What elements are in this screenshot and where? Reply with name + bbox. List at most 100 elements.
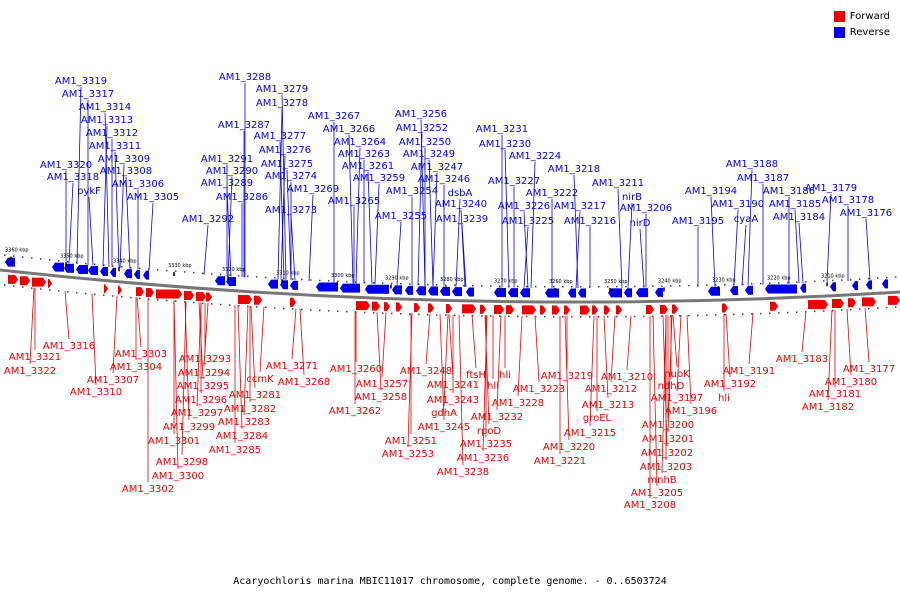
track-dot [238, 304, 240, 307]
track-dot [94, 293, 96, 296]
reverse-gene-arrow [134, 269, 140, 279]
reverse-gene-label: AM1_3286 [216, 192, 268, 203]
reverse-gene-arrow [405, 285, 413, 295]
reverse-gene-label: pykF [77, 186, 101, 197]
reverse-leader-line [76, 86, 82, 264]
map-caption: Acaryochloris marina MBIC11017 chromosom… [233, 576, 667, 587]
forward-leader-line [291, 308, 297, 360]
reverse-gene-label: dsbA [448, 188, 473, 199]
forward-gene-arrow [660, 304, 668, 314]
forward-leader-line [443, 314, 449, 407]
forward-gene-arrow [146, 288, 154, 297]
track-dot [454, 314, 456, 317]
reverse-gene-label: AM1_3312 [86, 128, 138, 139]
forward-gene-arrow [494, 304, 504, 314]
track-dot [166, 269, 168, 272]
track-dot [472, 284, 474, 287]
forward-gene-arrow [136, 287, 144, 297]
reverse-gene-label: AM1_3224 [509, 151, 561, 162]
forward-gene-label: AM1_3251 [385, 436, 437, 447]
reverse-gene-label: AM1_3277 [254, 131, 306, 142]
forward-gene-arrow [384, 302, 390, 312]
forward-gene-label: AM1_3248 [400, 366, 452, 377]
reverse-gene-arrow [52, 262, 64, 272]
reverse-gene-label: AM1_3227 [488, 176, 540, 187]
reverse-leader-line [148, 202, 154, 271]
track-dot [13, 285, 15, 287]
reverse-gene-arrow [365, 284, 389, 294]
reverse-gene-arrow [290, 280, 298, 290]
track-dot [274, 307, 276, 309]
legend-reverse-label: Reverse [849, 26, 890, 38]
track-dot [247, 275, 249, 278]
forward-gene-label: AM1_3215 [564, 428, 616, 439]
track-dot [94, 263, 96, 266]
forward-gene-arrow [564, 305, 570, 315]
reverse-gene-label: AM1_3217 [554, 201, 606, 212]
forward-gene-label: AM1_3212 [585, 384, 637, 395]
forward-gene-label: AM1_3281 [229, 390, 281, 401]
forward-leader-line [448, 314, 454, 379]
forward-gene-label: AM1_3262 [329, 406, 381, 417]
forward-leader-line [458, 314, 464, 466]
track-dot [193, 301, 195, 304]
forward-gene-label: AM1_3219 [541, 371, 593, 382]
reverse-gene-arrow [143, 270, 149, 280]
track-dot [580, 286, 582, 288]
forward-gene-label: AM1_3297 [171, 408, 223, 419]
reverse-leader-line [286, 169, 292, 281]
legend-forward: Forward [833, 8, 890, 24]
track-dot [616, 285, 618, 288]
forward-gene-label: AM1_3253 [382, 449, 434, 460]
track-dot [202, 272, 204, 275]
track-dot [292, 308, 294, 310]
reverse-gene-label: AM1_3230 [479, 139, 531, 150]
track-dot [832, 279, 834, 282]
track-dot [445, 284, 447, 286]
legend-forward-label: Forward [849, 10, 890, 22]
track-dot [760, 312, 762, 315]
reverse-gene-label: AM1_3267 [308, 111, 360, 122]
track-dot [895, 276, 897, 278]
reverse-gene-arrow [440, 286, 450, 296]
reverse-gene-arrow [428, 286, 438, 296]
reverse-gene-label: AM1_3292 [182, 214, 234, 225]
track-dot [598, 316, 600, 318]
reverse-gene-label: AM1_3231 [476, 124, 528, 135]
track-dot [616, 315, 618, 318]
reverse-leader-line [733, 209, 739, 286]
track-dot [670, 285, 672, 287]
forward-leader-line [64, 290, 70, 340]
reverse-leader-line [627, 202, 633, 288]
forward-leader-line [136, 297, 142, 348]
forward-gene-label: AM1_3307 [87, 375, 139, 386]
track-dot [598, 286, 600, 288]
track-dot [490, 285, 492, 287]
track-dot [67, 291, 69, 293]
reverse-gene-label: AM1_3226 [498, 201, 550, 212]
reverse-gene-label: AM1_3309 [98, 154, 150, 165]
forward-gene-label: AM1_3191 [723, 366, 775, 377]
forward-leader-line [173, 300, 179, 470]
forward-gene-label: AM1_3282 [224, 404, 276, 415]
scale-label: 3350 kbp [60, 253, 84, 259]
track-dot [157, 269, 159, 271]
reverse-gene-arrow [466, 287, 474, 297]
reverse-gene-arrow [655, 287, 663, 297]
track-dot [814, 280, 816, 283]
reverse-leader-line [227, 176, 233, 277]
track-dot [49, 289, 51, 291]
reverse-leader-line [504, 149, 510, 288]
forward-leader-line [29, 287, 35, 365]
reverse-gene-label: AM1_3314 [79, 102, 131, 113]
reverse-gene-arrow [392, 285, 402, 295]
forward-leader-line [439, 314, 445, 421]
reverse-gene-arrow [578, 288, 586, 298]
reverse-gene-arrow [508, 288, 518, 298]
chromosome-backbone [0, 268, 900, 304]
track-dot [175, 270, 177, 272]
track-dot [4, 284, 6, 286]
forward-gene-label: hli [718, 393, 730, 404]
reverse-gene-label: AM1_3319 [55, 76, 107, 87]
